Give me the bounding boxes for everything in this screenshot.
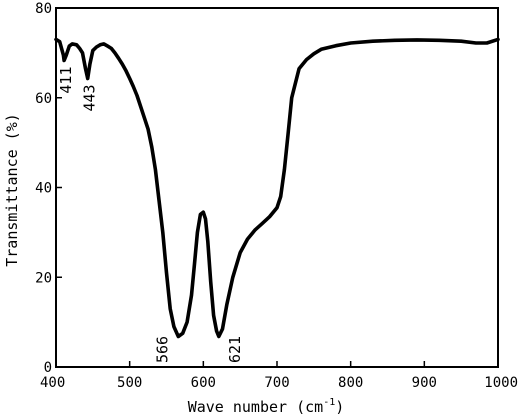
x-axis-label: Wave number (cm-1) xyxy=(188,397,345,416)
y-tick-label: 80 xyxy=(35,1,52,17)
y-tick-label: 0 xyxy=(44,360,52,376)
x-axis-label-superscript: -1 xyxy=(323,397,335,408)
x-tick-label: 500 xyxy=(117,375,142,391)
x-tick-label: 600 xyxy=(191,375,216,391)
plot-frame xyxy=(55,7,499,368)
y-axis-label: Transmittance (%) xyxy=(3,113,21,267)
transmittance-series-line xyxy=(54,37,500,339)
tick-labels-layer: 400 500 600 700 800 900 1000 0 20 40 60 80 xyxy=(35,1,518,391)
y-tick-label: 40 xyxy=(35,181,52,197)
y-tick-label: 60 xyxy=(35,91,52,107)
x-tick-label: 800 xyxy=(338,375,363,391)
x-tick-label: 1000 xyxy=(484,375,518,391)
peak-label-621: 621 xyxy=(226,336,244,363)
peak-label-411: 411 xyxy=(57,67,75,94)
x-tick-label: 700 xyxy=(264,375,289,391)
peak-label-566: 566 xyxy=(153,336,171,363)
peak-label-443: 443 xyxy=(81,84,99,111)
x-tick-label: 900 xyxy=(412,375,437,391)
x-axis-label-end: ) xyxy=(335,398,344,416)
y-tick-label: 20 xyxy=(35,270,52,286)
peak-annotations-layer: 411 443 566 621 xyxy=(57,67,244,363)
x-axis-label-main: Wave number (cm xyxy=(188,398,323,416)
x-tick-label: 400 xyxy=(40,375,65,391)
